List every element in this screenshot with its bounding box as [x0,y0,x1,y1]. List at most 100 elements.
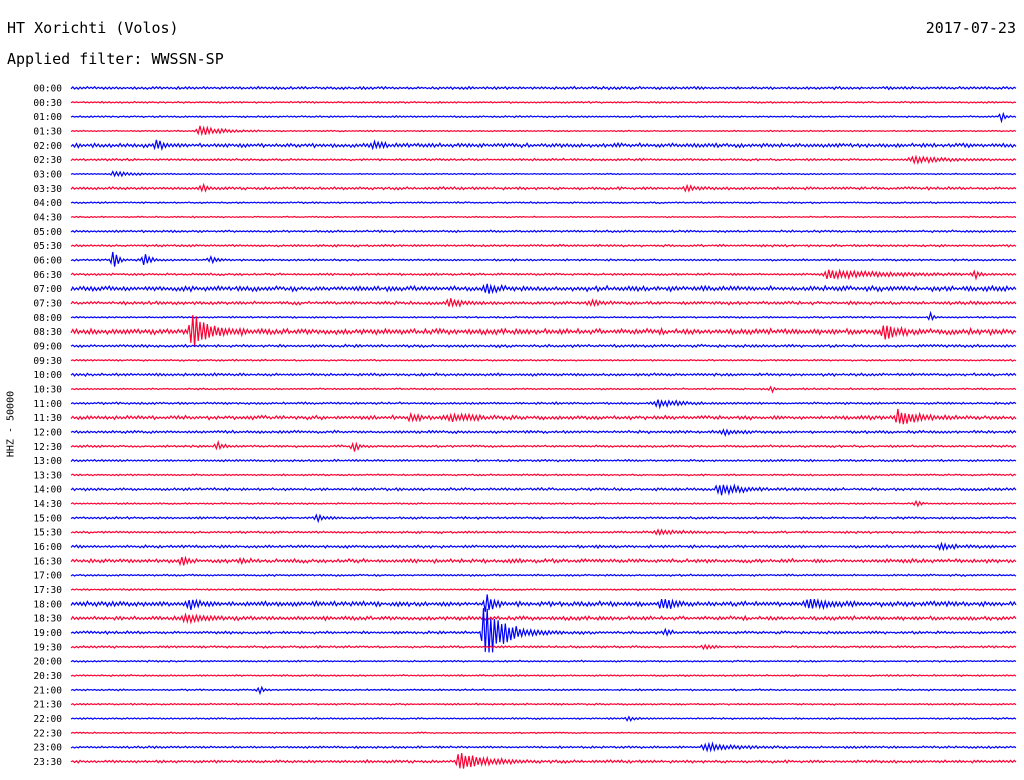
time-tick-label: 08:00 [33,313,62,324]
trace-line [70,594,1017,612]
record-date: 2017-07-23 [925,19,1016,37]
time-tick-label: 22:00 [33,714,62,725]
trace-line [70,753,1017,769]
trace-line [70,111,1017,124]
trace-line [70,608,1017,653]
trace-line [70,358,1017,362]
time-tick-label: 11:30 [33,413,62,424]
trace-line [70,298,1017,308]
trace-line [70,513,1017,524]
trace-line [70,685,1017,696]
trace-line [70,458,1017,463]
time-tick-label: 23:00 [33,743,62,754]
time-tick-label: 12:30 [33,442,62,453]
time-tick-label: 18:00 [33,599,62,610]
time-tick-label: 00:00 [33,84,62,95]
trace-line [70,243,1017,248]
trace-line [70,731,1017,735]
station-title: HT Xorichti (Volos) [7,19,179,37]
time-tick-label: 15:00 [33,513,62,524]
time-tick-label: 10:00 [33,370,62,381]
time-tick-label: 18:30 [33,614,62,625]
trace-line [70,612,1017,625]
trace-line [70,201,1017,205]
trace-line [70,170,1017,178]
time-tick-label: 06:00 [33,255,62,266]
time-tick-label: 01:00 [33,112,62,123]
trace-line [70,473,1017,477]
trace-line [70,372,1017,377]
time-tick-label: 13:00 [33,456,62,467]
trace-line [70,439,1017,452]
trace-line [70,573,1017,578]
trace-line [70,139,1017,152]
trace-line [70,399,1017,410]
time-tick-label: 17:30 [33,585,62,596]
time-tick-label: 21:30 [33,700,62,711]
trace-line [70,85,1017,91]
trace-line [70,182,1017,193]
trace-line [70,268,1017,281]
trace-line [70,408,1017,425]
trace-line [70,528,1017,537]
time-tick-label: 21:00 [33,685,62,696]
trace-line [70,715,1017,722]
trace-line [70,215,1017,219]
trace-line [70,541,1017,552]
time-tick-label: 00:30 [33,98,62,109]
trace-line [70,659,1017,663]
trace-line [70,251,1017,267]
trace-line [70,555,1017,567]
time-tick-label: 04:00 [33,198,62,209]
time-tick-label: 22:30 [33,728,62,739]
time-tick-label: 15:30 [33,528,62,539]
trace-line [70,483,1017,496]
time-tick-label: 11:00 [33,399,62,410]
time-tick-label: 09:00 [33,341,62,352]
trace-line [70,100,1017,104]
time-tick-label: 02:00 [33,141,62,152]
time-tick-label: 01:30 [33,126,62,137]
time-tick-label: 23:30 [33,757,62,768]
time-tick-label: 08:30 [33,327,62,338]
trace-line [70,587,1017,592]
trace-line [70,310,1017,322]
trace-line [70,428,1017,438]
trace-line [70,343,1017,349]
time-tick-label: 16:30 [33,556,62,567]
filter-label: Applied filter: WWSSN-SP [7,50,224,68]
time-tick-label: 12:00 [33,427,62,438]
trace-line [70,385,1017,394]
time-tick-label: 03:30 [33,184,62,195]
time-tick-label: 03:00 [33,169,62,180]
time-tick-label: 20:00 [33,657,62,668]
time-tick-label: 14:00 [33,485,62,496]
trace-line [70,283,1017,295]
time-tick-label: 16:00 [33,542,62,553]
time-tick-label: 20:30 [33,671,62,682]
time-tick-label: 06:30 [33,270,62,281]
trace-line [70,643,1017,651]
time-tick-label: 07:30 [33,298,62,309]
time-tick-label: 04:30 [33,212,62,223]
trace-line [70,702,1017,706]
trace-line [70,673,1017,678]
time-tick-label: 05:30 [33,241,62,252]
time-tick-label: 10:30 [33,384,62,395]
trace-line [70,125,1017,137]
trace-line [70,315,1017,348]
time-tick-label: 19:30 [33,642,62,653]
time-tick-label: 05:00 [33,227,62,238]
time-tick-label: 13:30 [33,470,62,481]
time-tick-label: 09:30 [33,356,62,367]
trace-line [70,741,1017,753]
time-tick-label: 07:00 [33,284,62,295]
trace-line [70,229,1017,234]
time-tick-label: 17:00 [33,571,62,582]
time-tick-label: 14:30 [33,499,62,510]
trace-line [70,499,1017,508]
trace-line [70,154,1017,165]
time-tick-label: 19:00 [33,628,62,639]
time-tick-label: 02:30 [33,155,62,166]
